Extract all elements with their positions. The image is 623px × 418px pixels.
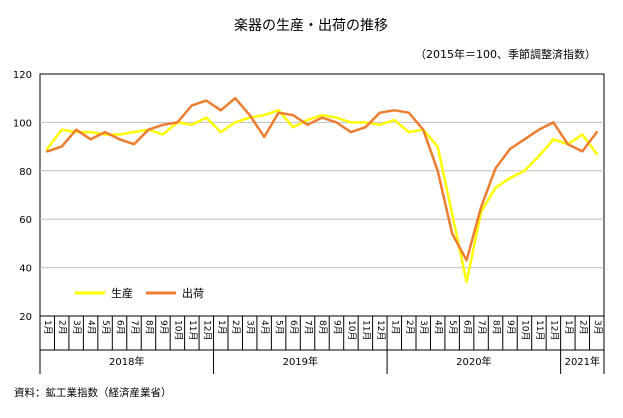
y-axis-ticks: 20 40 60 80 100 120 xyxy=(13,70,32,323)
y-tick-label: 20 xyxy=(19,312,32,323)
x-tick-label: 4月 xyxy=(259,320,270,335)
x-tick-label: 12月 xyxy=(548,320,559,340)
series-line-production xyxy=(45,109,599,284)
legend-label-production: 生産 xyxy=(111,286,133,300)
source-note: 資料：鉱工業指数（経済産業省） xyxy=(14,386,172,399)
y-tick-label: 80 xyxy=(19,167,32,178)
x-tick-label: 12月 xyxy=(375,320,386,340)
y-tick-label: 40 xyxy=(19,264,32,275)
x-tick-label: 9月 xyxy=(158,320,169,335)
year-label: 2019年 xyxy=(283,355,318,368)
x-axis: 1月 2月 3月 4月 5月 6月 7月 8月 9月 10月 11月 12月 1月 2月 3月 4月 5月 6月 7… xyxy=(39,316,605,374)
x-tick-label: 9月 xyxy=(505,320,516,335)
x-tick-label: 3月 xyxy=(592,320,603,335)
x-tick-label: 3月 xyxy=(245,320,256,335)
x-tick-label: 3月 xyxy=(418,320,429,335)
x-tick-label: 4月 xyxy=(86,320,97,335)
x-tick-label: 3月 xyxy=(71,320,82,335)
series-lines xyxy=(45,96,599,284)
x-tick-label: 4月 xyxy=(433,320,444,335)
x-tick-label: 1月 xyxy=(563,320,574,335)
x-tick-label: 6月 xyxy=(288,320,299,335)
x-tick-label: 2月 xyxy=(404,320,415,335)
y-tick-label: 60 xyxy=(19,215,32,226)
x-tick-label: 10月 xyxy=(172,320,183,340)
year-label: 2018年 xyxy=(109,355,144,368)
x-tick-label: 2月 xyxy=(230,320,241,335)
x-tick-label: 10月 xyxy=(519,320,530,340)
x-tick-label: 12月 xyxy=(201,320,212,340)
year-label: 2021年 xyxy=(565,355,600,368)
x-tick-label: 7月 xyxy=(303,320,314,335)
x-tick-label: 9月 xyxy=(331,320,342,335)
chart-title: 楽器の生産・出荷の推移 xyxy=(234,18,388,34)
x-tick-label: 8月 xyxy=(143,320,154,335)
x-tick-label: 1月 xyxy=(389,320,400,335)
y-tick-label: 120 xyxy=(13,70,32,81)
legend-label-shipment: 出荷 xyxy=(182,286,204,300)
x-tick-label: 6月 xyxy=(462,320,473,335)
x-tick-label: 1月 xyxy=(216,320,227,335)
x-tick-label: 7月 xyxy=(476,320,487,335)
x-tick-label: 5月 xyxy=(274,320,285,335)
x-tick-label: 11月 xyxy=(187,320,198,340)
plot-area xyxy=(39,73,605,317)
chart-subtitle: （2015年＝100、季節調整済指数） xyxy=(415,47,596,61)
gridlines xyxy=(40,121,604,269)
x-tick-label: 6月 xyxy=(115,320,126,335)
y-tick-label: 100 xyxy=(13,118,32,129)
x-tick-label: 2月 xyxy=(57,320,68,335)
x-tick-label: 5月 xyxy=(100,320,111,335)
series-line-shipment xyxy=(45,96,599,262)
x-tick-label: 2月 xyxy=(577,320,588,335)
x-tick-label: 11月 xyxy=(534,320,545,340)
x-tick-label: 8月 xyxy=(491,320,502,335)
x-tick-label: 7月 xyxy=(129,320,140,335)
x-tick-label: 8月 xyxy=(317,320,328,335)
x-tick-label: 1月 xyxy=(42,320,53,335)
legend: 生産 出荷 xyxy=(75,286,204,300)
x-tick-label: 5月 xyxy=(447,320,458,335)
x-tick-label: 10月 xyxy=(346,320,357,340)
x-tick-label: 11月 xyxy=(360,320,371,340)
year-label: 2020年 xyxy=(456,355,491,368)
